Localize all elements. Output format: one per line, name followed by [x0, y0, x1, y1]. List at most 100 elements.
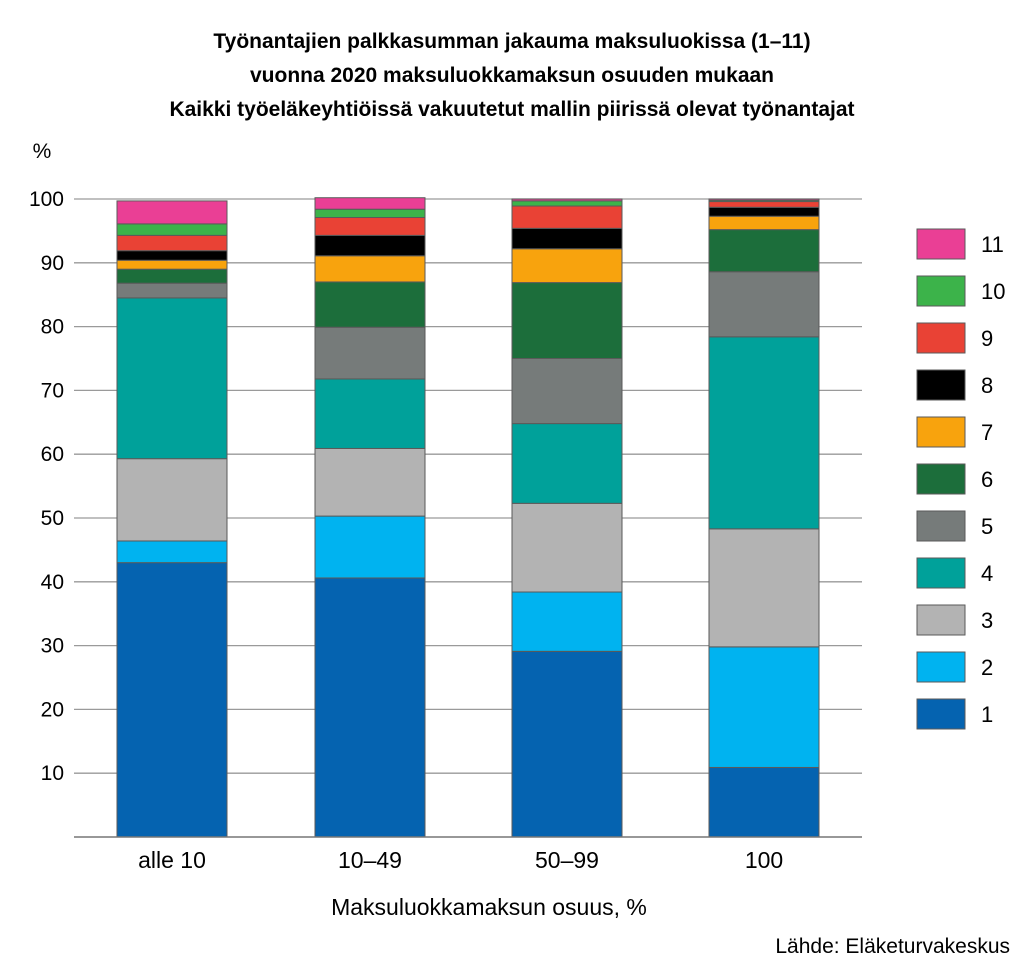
bar-segment-7 [511, 248, 623, 284]
y-tick-label: 10 [41, 762, 64, 785]
legend-swatch-6 [916, 463, 966, 495]
legend-item: 10 [916, 275, 1005, 307]
bar-segment-2 [116, 540, 228, 564]
bars [116, 197, 820, 838]
legend-swatch-4 [916, 557, 966, 589]
bar-segment-8 [116, 250, 228, 261]
bar-segment-4 [708, 336, 820, 530]
bar-segment-7 [708, 215, 820, 231]
legend-label: 3 [981, 608, 993, 633]
legend-swatch-9 [916, 322, 966, 354]
bar-segment-2 [708, 646, 820, 768]
bar-segment-5 [511, 358, 623, 425]
bar-segment-8 [708, 206, 820, 217]
legend-item: 11 [916, 228, 1004, 260]
legend-swatch-1 [916, 698, 966, 730]
legend-swatch-8 [916, 369, 966, 401]
chart-title-line-2: vuonna 2020 maksuluokkamaksun osuuden mu… [250, 64, 774, 87]
bar-segment-3 [511, 502, 623, 593]
bar-segment-4 [314, 378, 426, 449]
y-tick-label: 90 [41, 252, 64, 275]
legend-label: 7 [981, 420, 993, 445]
bar-segment-8 [314, 234, 426, 257]
legend-label: 10 [981, 279, 1005, 304]
bar-segment-11 [511, 198, 623, 202]
bar-segment-9 [511, 205, 623, 229]
bar-segment-11 [708, 198, 820, 201]
legend-label: 5 [981, 514, 993, 539]
x-category-label: 10–49 [338, 847, 402, 873]
legend-item: 1 [916, 698, 993, 730]
bar-segment-8 [511, 227, 623, 250]
chart-title-line-3: Kaikki työeläkeyhtiöissä vakuutetut mall… [169, 98, 854, 121]
y-tick-label: 30 [41, 635, 64, 658]
bar-segment-2 [314, 515, 426, 579]
bar-segment-1 [314, 577, 426, 838]
bar-segment-4 [511, 423, 623, 504]
legend-swatch-2 [916, 651, 966, 683]
y-tick-label: 100 [29, 188, 64, 211]
chart-title-line-1: Työnantajien palkkasumman jakauma maksul… [213, 30, 810, 53]
legend-item: 3 [916, 604, 993, 636]
y-tick-label: 40 [41, 571, 64, 594]
x-axis-title: Maksuluokkamaksun osuus, % [331, 894, 647, 920]
bar-segment-9 [116, 234, 228, 252]
bar-segment-10 [511, 200, 623, 207]
bar-segment-9 [314, 217, 426, 236]
bar-segment-10 [116, 223, 228, 236]
source-note: Lähde: Eläketurvakeskus [775, 935, 1010, 958]
bar-segment-1 [708, 766, 820, 838]
legend-item: 2 [916, 651, 993, 683]
bar-segment-5 [314, 326, 426, 380]
y-tick-label: 20 [41, 698, 64, 721]
y-tick-label: 80 [41, 316, 64, 339]
y-axis-tick-labels: 10 20 30 40 50 60 70 80 90 100 [29, 188, 64, 785]
bar-segment-11 [314, 197, 426, 210]
legend-swatch-10 [916, 275, 966, 307]
legend-label: 6 [981, 467, 993, 492]
bar-segment-6 [708, 229, 820, 273]
legend-swatch-5 [916, 510, 966, 542]
legend-label: 9 [981, 326, 993, 351]
legend: 11 10 9 8 7 6 5 4 3 2 1 [916, 228, 1005, 730]
x-axis-category-labels: alle 10 10–49 50–99 100 [138, 847, 783, 873]
legend-item: 8 [916, 369, 993, 401]
bar-segment-1 [511, 650, 623, 838]
legend-item: 6 [916, 463, 993, 495]
bar-segment-10 [314, 208, 426, 219]
chart-title: Työnantajien palkkasumman jakauma maksul… [169, 30, 854, 121]
bar-segment-6 [116, 268, 228, 284]
legend-label: 2 [981, 655, 993, 680]
y-tick-label: 50 [41, 507, 64, 530]
legend-label: 1 [981, 702, 993, 727]
legend-item: 9 [916, 322, 993, 354]
bar-segment-3 [314, 447, 426, 517]
legend-label: 8 [981, 373, 993, 398]
x-category-label: alle 10 [138, 847, 206, 873]
y-tick-label: 60 [41, 443, 64, 466]
x-category-label: 100 [745, 847, 783, 873]
bar-segment-6 [314, 281, 426, 328]
x-category-label: 50–99 [535, 847, 599, 873]
bar-segment-9 [708, 201, 820, 208]
y-axis-unit-label: % [33, 140, 52, 163]
legend-swatch-11 [916, 228, 966, 260]
bar-segment-3 [708, 528, 820, 648]
legend-item: 5 [916, 510, 993, 542]
legend-item: 7 [916, 416, 993, 448]
bar-segment-5 [708, 271, 820, 338]
bar-segment-2 [511, 591, 623, 652]
legend-swatch-3 [916, 604, 966, 636]
bar-segment-7 [314, 255, 426, 283]
bar-segment-7 [116, 259, 228, 270]
y-tick-label: 70 [41, 379, 64, 402]
legend-item: 4 [916, 557, 993, 589]
bar-segment-1 [116, 562, 228, 838]
bar-segment-11 [116, 200, 228, 225]
bar-segment-3 [116, 458, 228, 542]
legend-label: 4 [981, 561, 993, 586]
bar-segment-4 [116, 297, 228, 460]
bar-segment-6 [511, 282, 623, 359]
legend-label: 11 [981, 232, 1004, 257]
